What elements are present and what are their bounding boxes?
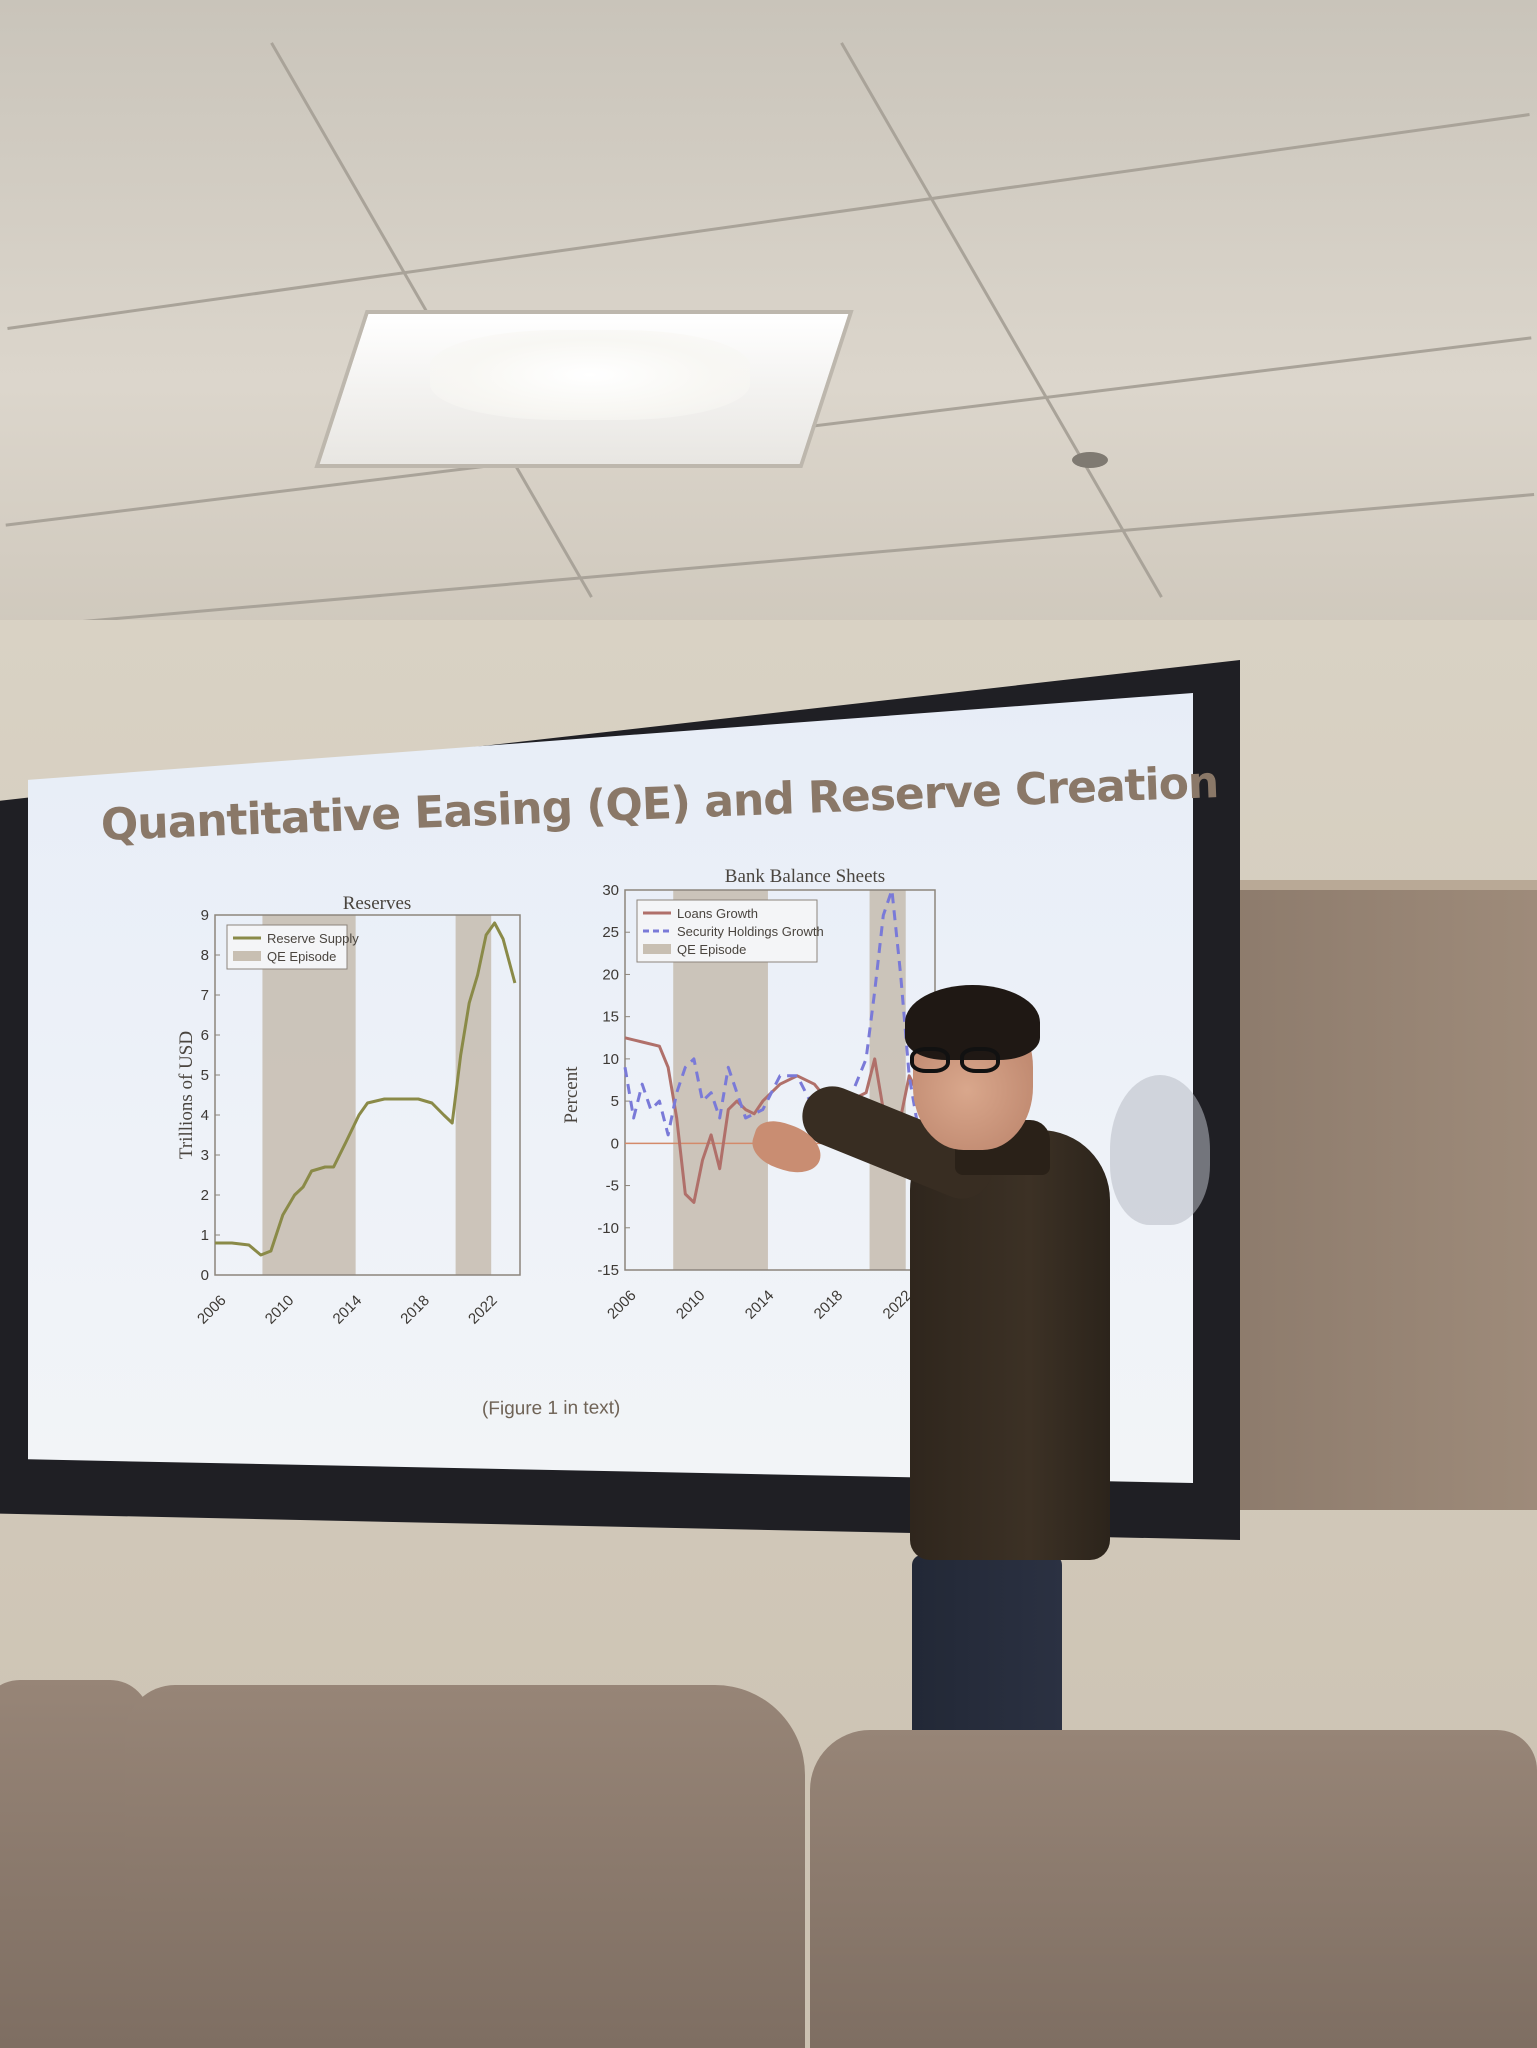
series-line-1 — [624, 1036, 920, 1204]
y-tick-label: 7 — [201, 987, 209, 1004]
x-tick-label: 2006 — [604, 1287, 640, 1323]
presenter-glasses — [910, 1047, 1010, 1073]
legend-label: Loans Growth — [677, 906, 758, 921]
series-line-2 — [623, 888, 920, 1137]
x-tick-label: 2014 — [330, 1292, 366, 1328]
y-tick-label: -5 — [606, 1178, 619, 1195]
x-tick-label: 2014 — [742, 1287, 778, 1323]
qe-episode-band — [455, 915, 492, 1275]
y-tick-label: 9 — [201, 907, 209, 924]
sprinkler — [1072, 452, 1108, 468]
light-glow — [430, 330, 750, 420]
chair — [810, 1730, 1537, 2048]
slide-caption: (Figure 1 in text) — [481, 1397, 621, 1420]
x-tick-label: 2006 — [194, 1292, 230, 1328]
shadow-on-screen — [1110, 1075, 1210, 1225]
qe-episode-band — [262, 915, 356, 1275]
y-tick-label: 5 — [611, 1093, 619, 1110]
chair — [125, 1685, 805, 2048]
legend-swatch — [643, 944, 671, 954]
y-tick-label: 0 — [611, 1135, 619, 1152]
legend-label: Reserve Supply — [267, 931, 359, 946]
legend-label: QE Episode — [677, 942, 746, 957]
reserves-chart-title: Reserves — [343, 893, 412, 914]
y-tick-label: 8 — [201, 947, 209, 964]
y-tick-label: 1 — [201, 1227, 209, 1244]
y-tick-label: 0 — [201, 1267, 209, 1284]
reserves-y-axis-label: Trillions of USD — [176, 1031, 197, 1159]
x-tick-label: 2010 — [673, 1287, 709, 1323]
x-tick-label: 2010 — [262, 1292, 298, 1328]
y-tick-label: -15 — [597, 1262, 619, 1279]
qe-episode-band — [869, 890, 906, 1270]
presenter-torso — [910, 1130, 1110, 1560]
x-tick-label: 2018 — [811, 1287, 847, 1323]
y-tick-label: 15 — [602, 1009, 619, 1026]
bank-balance-chart: Bank Balance Sheets -15 -10 -5 0 5 10 15 20 25 30… — [561, 866, 936, 1323]
reserves-chart: Reserves 0 1 2 3 4 5 6 7 8 9 2006 2010 2014 2018 2022… — [176, 893, 521, 1328]
y-tick-label: 3 — [201, 1147, 209, 1164]
y-tick-label: 20 — [602, 966, 619, 983]
legend-label: QE Episode — [267, 949, 336, 964]
x-tick-label: 2018 — [397, 1292, 433, 1328]
y-tick-label: 30 — [602, 882, 619, 899]
y-tick-label: 4 — [201, 1107, 209, 1124]
y-tick-label: 2 — [201, 1187, 209, 1204]
y-tick-label: -10 — [597, 1220, 619, 1237]
chalkboard — [1230, 880, 1537, 1510]
legend-label: Security Holdings Growth — [677, 924, 824, 939]
series-line-1 — [215, 921, 517, 1257]
y-tick-label: 10 — [602, 1051, 619, 1068]
y-tick-label: 6 — [201, 1027, 209, 1044]
legend-swatch — [233, 951, 261, 961]
reserves-plot-frame — [214, 914, 521, 1276]
y-tick-label: 25 — [602, 924, 619, 941]
x-tick-label: 2022 — [465, 1292, 501, 1328]
bank-chart-title: Bank Balance Sheets — [725, 866, 885, 887]
legend-box — [226, 924, 348, 970]
y-tick-label: 5 — [201, 1067, 209, 1084]
bank-y-axis-label: Percent — [561, 1066, 582, 1124]
